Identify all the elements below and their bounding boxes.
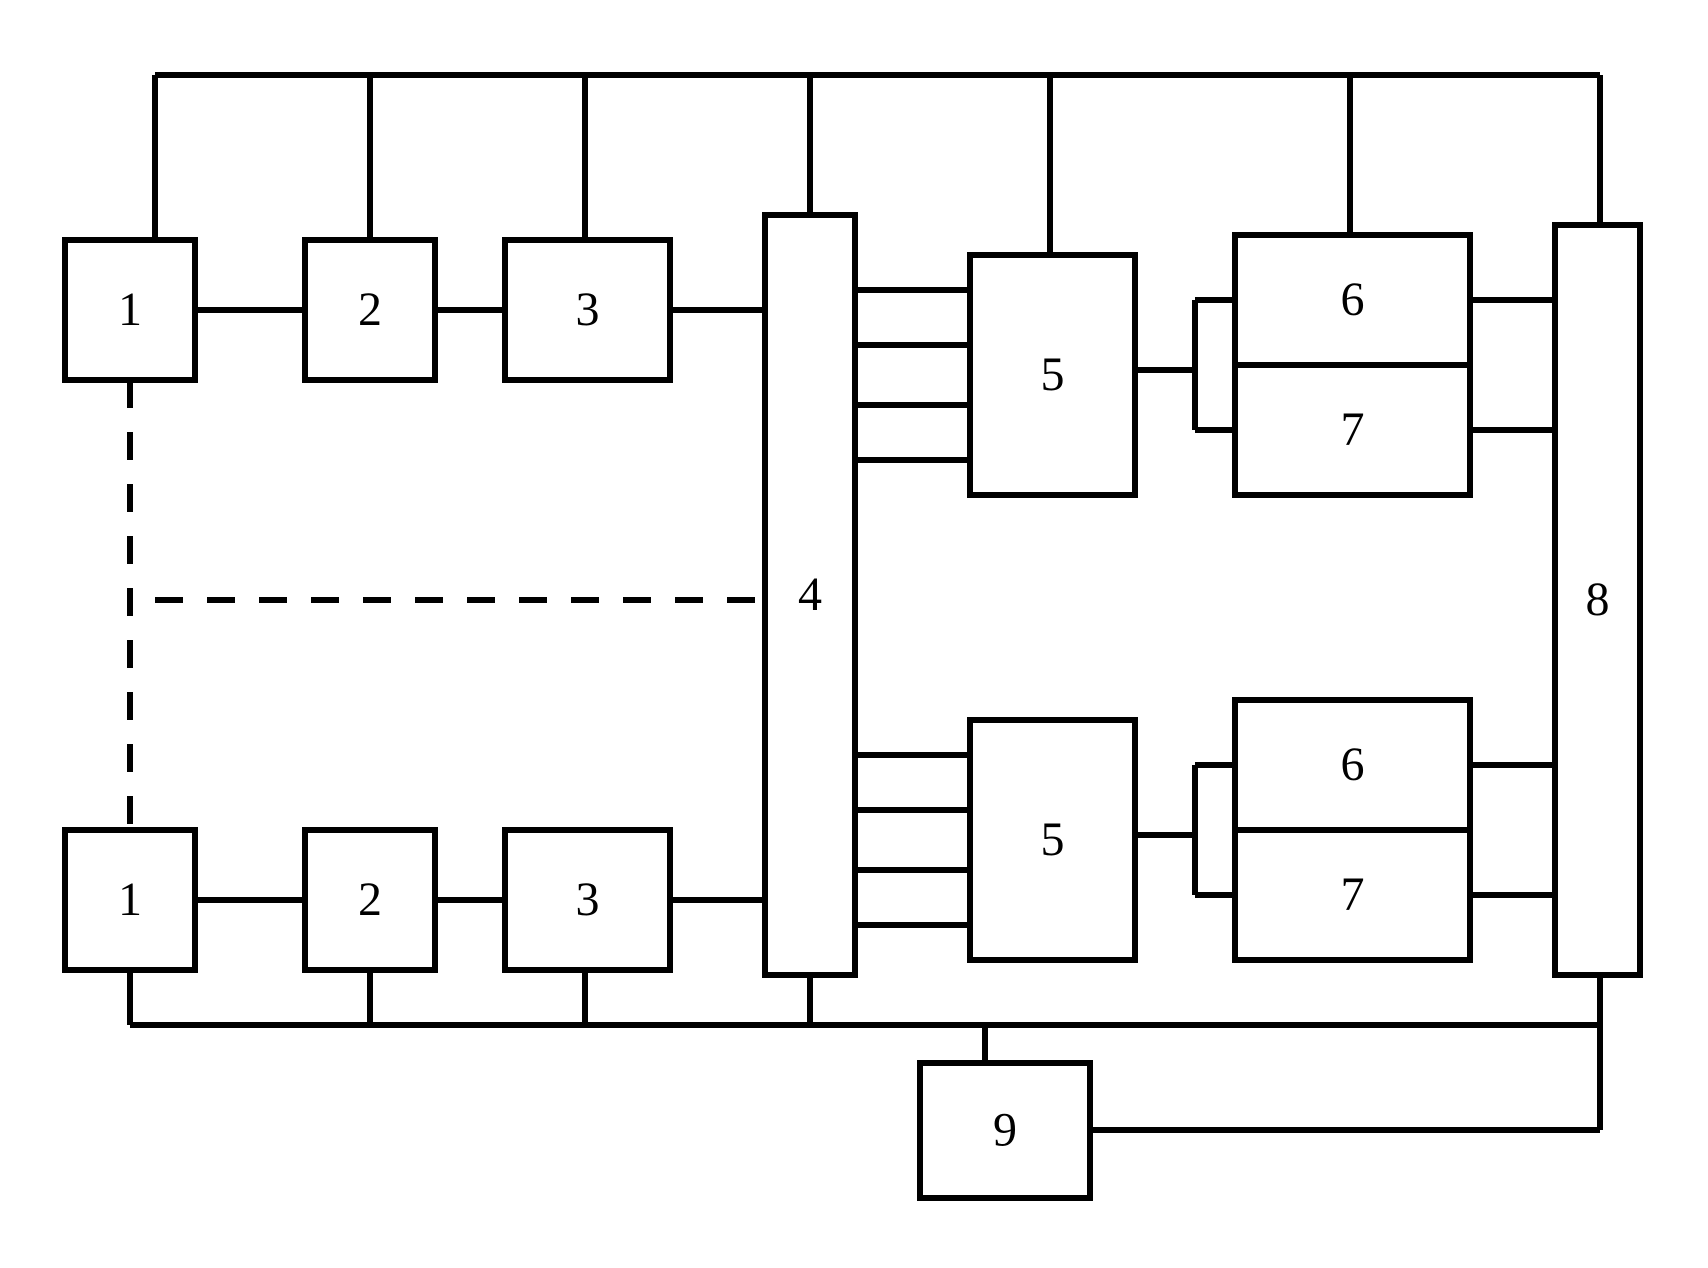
block-5: 5 [970, 720, 1135, 960]
block-6: 6 [1235, 700, 1470, 830]
block-label: 5 [1041, 348, 1065, 401]
block-label: 7 [1341, 868, 1365, 921]
block-2: 2 [305, 240, 435, 380]
block-3: 3 [505, 240, 670, 380]
block-2: 2 [305, 830, 435, 970]
block-1: 1 [65, 830, 195, 970]
block-label: 2 [358, 873, 382, 926]
block-7: 7 [1235, 365, 1470, 495]
block-3: 3 [505, 830, 670, 970]
block-7: 7 [1235, 830, 1470, 960]
block-label: 9 [993, 1104, 1017, 1157]
blocks: 1 2 3 1 2 3 4 5 5 6 7 6 7 8 9 [65, 215, 1640, 1198]
block-label: 5 [1041, 813, 1065, 866]
dashed-connectors [130, 380, 760, 830]
block-1: 1 [65, 240, 195, 380]
block-8: 8 [1555, 225, 1640, 975]
block-9: 9 [920, 1063, 1090, 1198]
block-label: 7 [1341, 403, 1365, 456]
block-label: 1 [118, 283, 142, 336]
block-label: 6 [1341, 738, 1365, 791]
block-label: 3 [576, 283, 600, 336]
block-label: 4 [798, 568, 822, 621]
block-5: 5 [970, 255, 1135, 495]
block-label: 8 [1586, 573, 1610, 626]
block-diagram: 1 2 3 1 2 3 4 5 5 6 7 6 7 8 9 [0, 0, 1708, 1268]
block-label: 2 [358, 283, 382, 336]
block-4: 4 [765, 215, 855, 975]
block-label: 3 [576, 873, 600, 926]
block-label: 6 [1341, 273, 1365, 326]
block-6: 6 [1235, 235, 1470, 365]
block-label: 1 [118, 873, 142, 926]
